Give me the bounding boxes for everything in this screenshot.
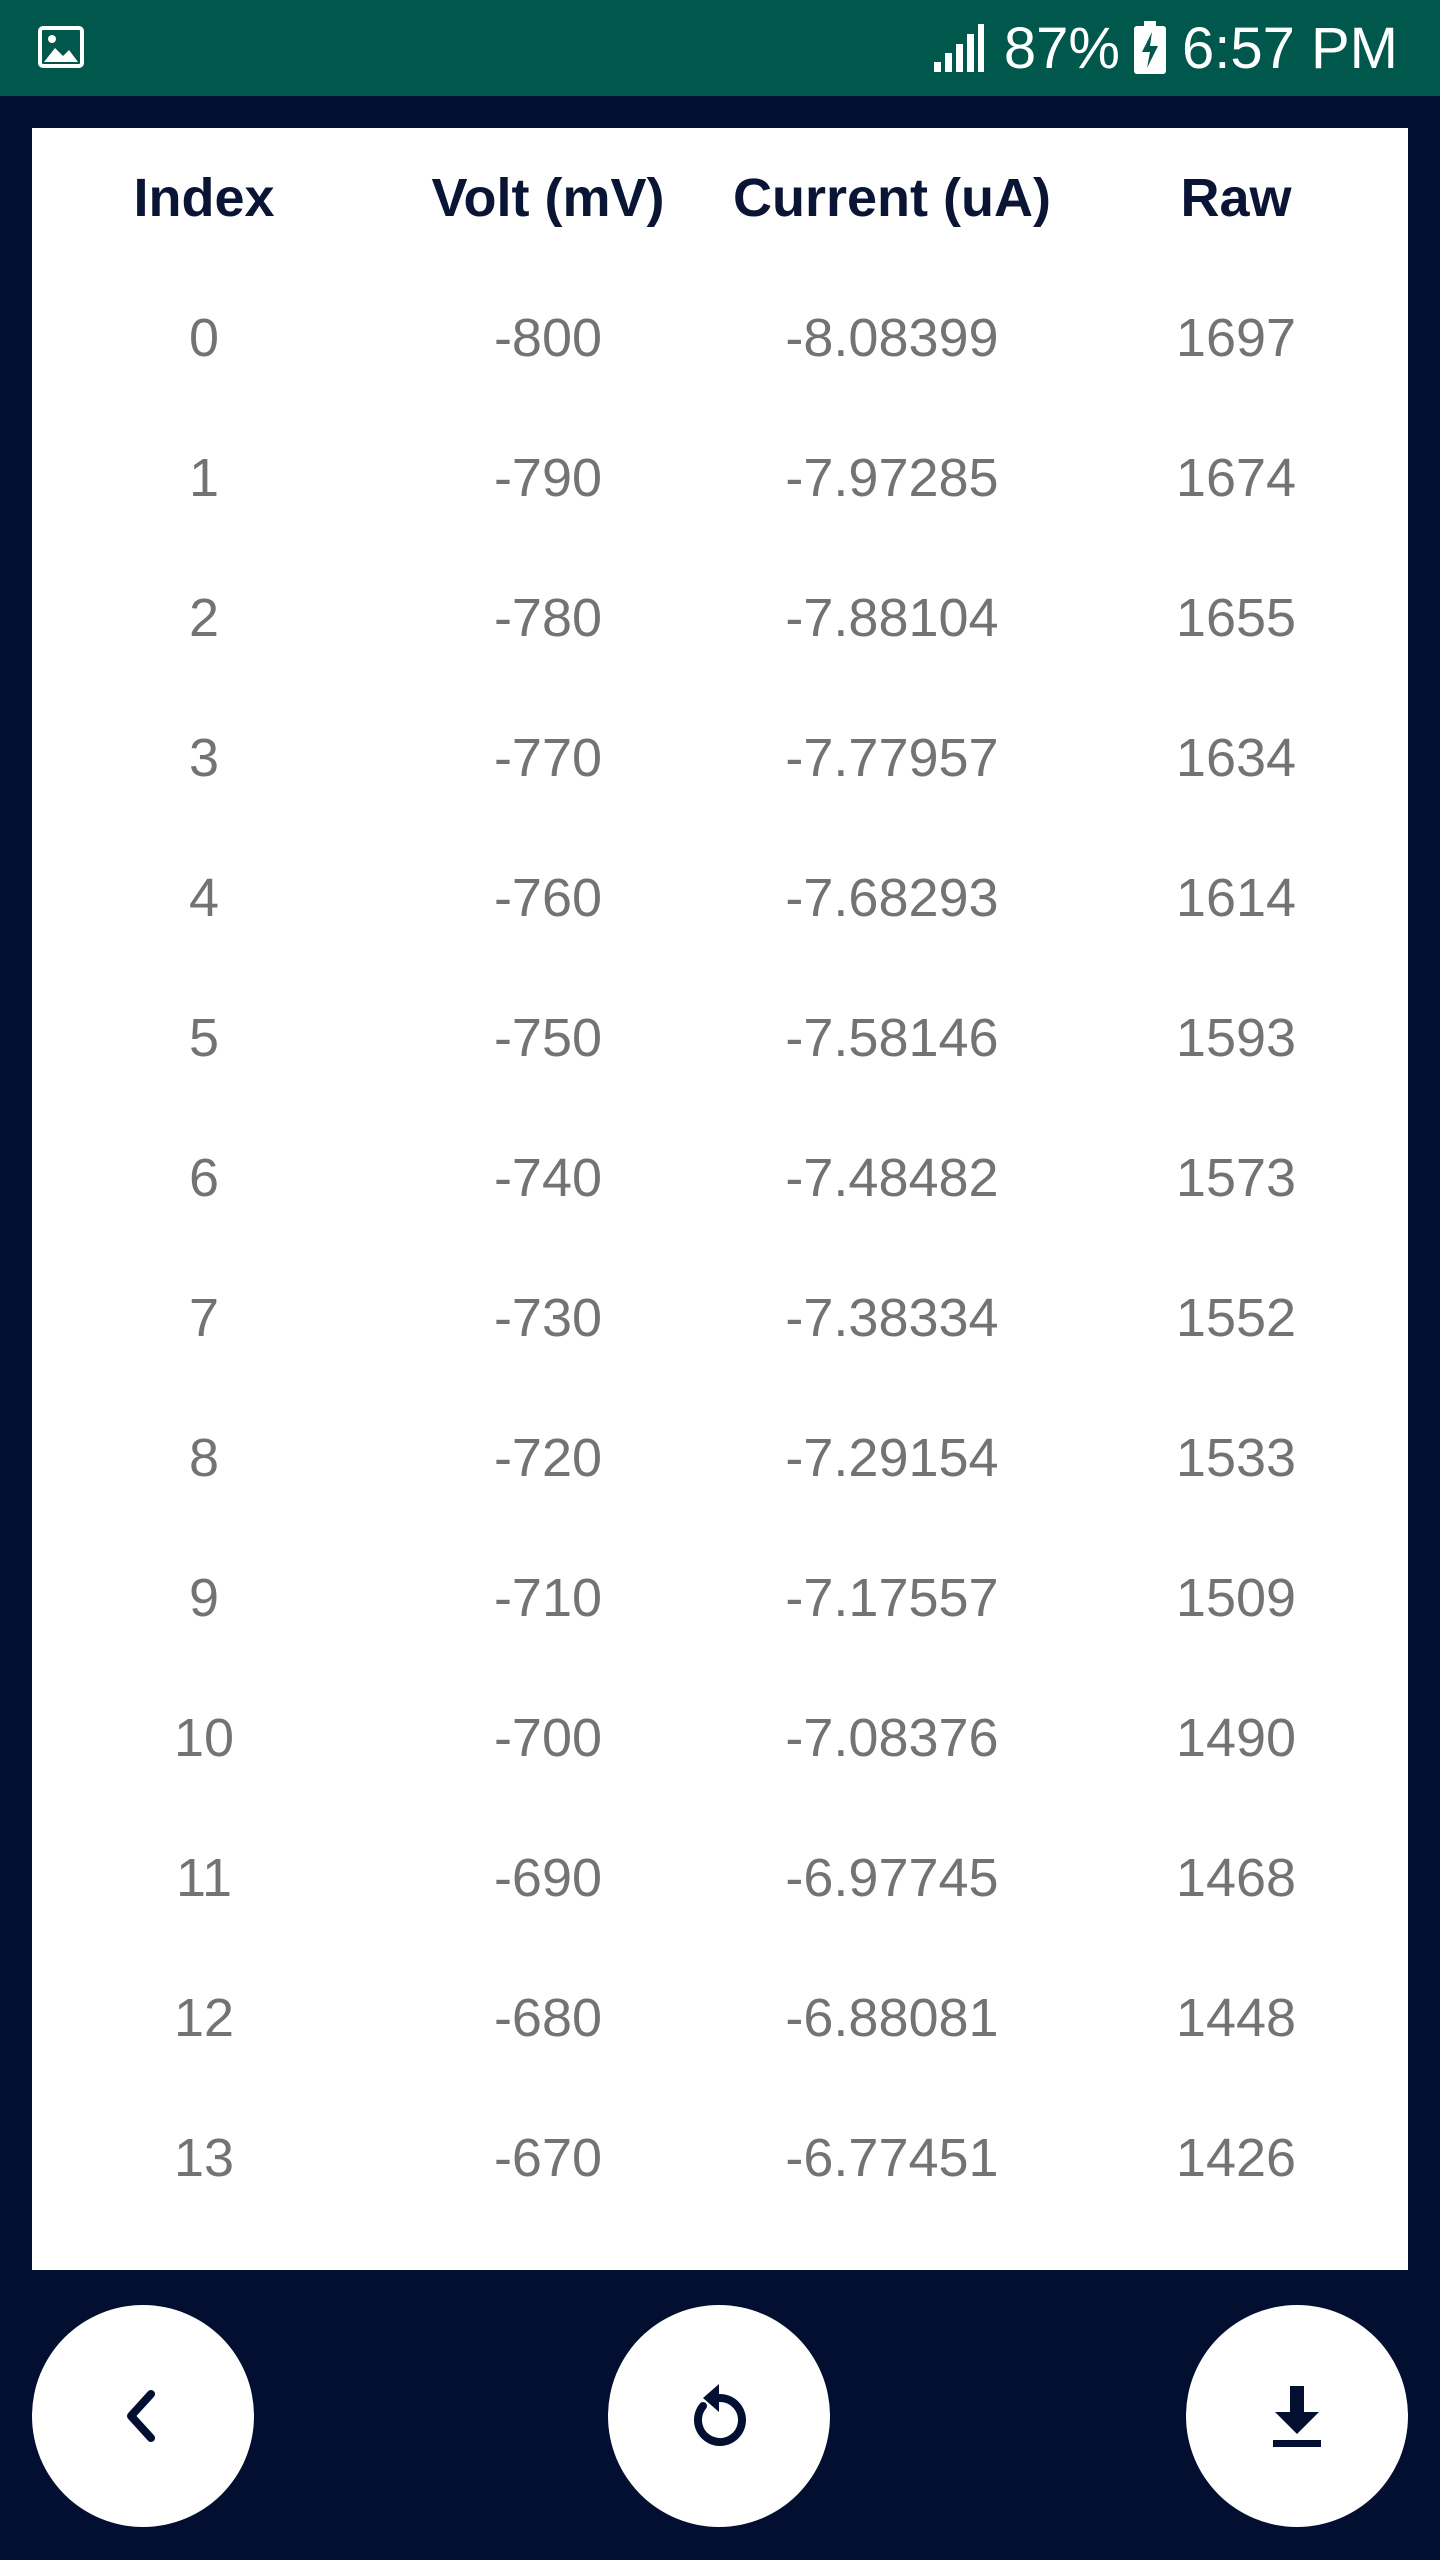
- cell-volt: -700: [493, 1708, 603, 1768]
- cell-index: 8: [188, 1428, 220, 1488]
- cell-volt: -750: [493, 1008, 603, 1068]
- cell-current: -7.88104: [785, 588, 999, 648]
- cell-current: -7.77957: [785, 728, 999, 788]
- cell-current: -7.58146: [785, 1008, 999, 1068]
- refresh-button[interactable]: [608, 2305, 830, 2527]
- download-button[interactable]: [1186, 2305, 1408, 2527]
- table-row: 11 -690 -6.97745 1468: [32, 1808, 1408, 1948]
- table-row: 9 -710 -7.17557 1509: [32, 1528, 1408, 1668]
- cell-volt: -770: [493, 728, 603, 788]
- cell-raw: 1634: [1175, 728, 1297, 788]
- cell-raw: 1490: [1175, 1708, 1297, 1768]
- cell-index: 5: [188, 1008, 220, 1068]
- table-row: 5 -750 -7.58146 1593: [32, 968, 1408, 1108]
- table-row: 1 -790 -7.97285 1674: [32, 408, 1408, 548]
- header-index: Index: [133, 168, 275, 228]
- cell-volt: -760: [493, 868, 603, 928]
- refresh-icon: [694, 2384, 746, 2446]
- table-row: 7 -730 -7.38334 1552: [32, 1248, 1408, 1388]
- status-bar: 87% 6:57 PM: [0, 0, 1440, 96]
- cell-raw: 1614: [1175, 868, 1297, 928]
- cell-index: 0: [188, 308, 220, 368]
- cell-current: -7.29154: [785, 1428, 999, 1488]
- table-header: Index Volt (mV) Current (uA) Raw: [32, 128, 1408, 268]
- cell-current: -8.08399: [785, 308, 999, 368]
- cell-volt: -680: [493, 1988, 603, 2048]
- cell-current: -7.68293: [785, 868, 999, 928]
- cell-index: 11: [175, 1848, 233, 1908]
- cell-index: 10: [173, 1708, 235, 1768]
- cell-index: 4: [188, 868, 220, 928]
- cell-raw: 1552: [1175, 1288, 1297, 1348]
- cell-raw: 1509: [1175, 1568, 1297, 1628]
- cell-volt: -710: [493, 1568, 603, 1628]
- cell-volt: -790: [493, 448, 603, 508]
- back-button[interactable]: [32, 2305, 254, 2527]
- table-row: 2 -780 -7.88104 1655: [32, 548, 1408, 688]
- table-row: 8 -720 -7.29154 1533: [32, 1388, 1408, 1528]
- battery-charging-icon: [1134, 21, 1166, 74]
- cell-volt: -670: [493, 2128, 603, 2188]
- cell-current: -7.97285: [785, 448, 999, 508]
- cell-index: 9: [188, 1568, 220, 1628]
- table-row: 10 -700 -7.08376 1490: [32, 1668, 1408, 1808]
- cell-raw: 1533: [1175, 1428, 1297, 1488]
- chevron-left-icon: [127, 2390, 155, 2442]
- cell-index: 12: [173, 1988, 235, 2048]
- cell-current: -6.77451: [785, 2128, 999, 2188]
- cell-raw: 1426: [1175, 2128, 1297, 2188]
- cell-index: 1: [188, 448, 220, 508]
- cell-raw: 1655: [1175, 588, 1297, 648]
- cell-current: -6.97745: [785, 1848, 999, 1908]
- header-raw: Raw: [1180, 168, 1292, 228]
- cell-raw: 1697: [1175, 308, 1297, 368]
- table-row: 13 -670 -6.77451 1426: [32, 2088, 1408, 2228]
- cell-index: 13: [173, 2128, 235, 2188]
- cell-raw: 1468: [1175, 1848, 1297, 1908]
- cell-volt: -720: [493, 1428, 603, 1488]
- table-row: 0 -800 -8.08399 1697: [32, 268, 1408, 408]
- cell-index: 3: [188, 728, 220, 788]
- cell-raw: 1448: [1175, 1988, 1297, 2048]
- table-row: 6 -740 -7.48482 1573: [32, 1108, 1408, 1248]
- cell-volt: -780: [493, 588, 603, 648]
- cell-volt: -690: [493, 1848, 603, 1908]
- signal-icon: [933, 24, 984, 72]
- cell-raw: 1593: [1175, 1008, 1297, 1068]
- cell-index: 6: [188, 1148, 220, 1208]
- data-table: Index Volt (mV) Current (uA) Raw 0 -800 …: [32, 128, 1408, 2270]
- cell-volt: -740: [493, 1148, 603, 1208]
- clock: 6:57 PM: [1182, 15, 1398, 81]
- cell-volt: -800: [493, 308, 603, 368]
- cell-volt: -730: [493, 1288, 603, 1348]
- cell-raw: 1674: [1175, 448, 1297, 508]
- battery-level: 87%: [1003, 15, 1120, 81]
- cell-raw: 1573: [1175, 1148, 1297, 1208]
- cell-current: -7.08376: [785, 1708, 999, 1768]
- cell-current: -7.48482: [785, 1148, 999, 1208]
- table-row: 12 -680 -6.88081 1448: [32, 1948, 1408, 2088]
- header-current: Current (uA): [733, 168, 1051, 228]
- status-indicators: 87% 6:57 PM: [932, 0, 1398, 96]
- cell-current: -7.17557: [785, 1568, 999, 1628]
- cell-current: -7.38334: [785, 1288, 999, 1348]
- image-icon: [38, 26, 84, 68]
- cell-index: 7: [188, 1288, 220, 1348]
- cell-index: 2: [188, 588, 220, 648]
- cell-current: -6.88081: [785, 1988, 999, 2048]
- table-row: 3 -770 -7.77957 1634: [32, 688, 1408, 828]
- download-icon: [1273, 2386, 1321, 2447]
- table-row: 4 -760 -7.68293 1614: [32, 828, 1408, 968]
- header-volt: Volt (mV): [431, 168, 665, 228]
